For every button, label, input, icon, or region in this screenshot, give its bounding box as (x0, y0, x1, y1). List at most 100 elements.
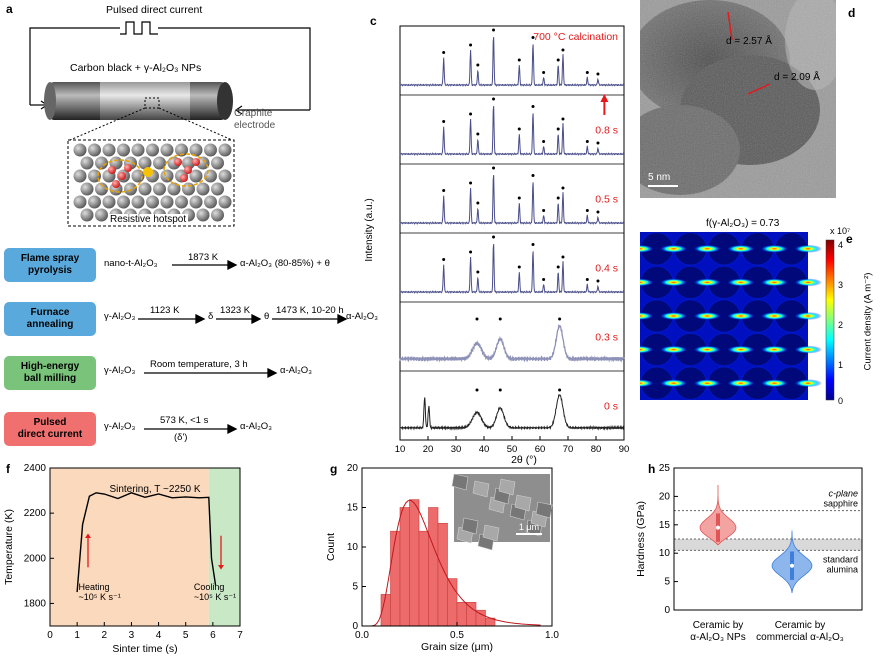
carbon-particle (117, 143, 130, 157)
f-xtick: 2 (102, 630, 108, 641)
histogram-bar (466, 602, 477, 627)
panel-label-e: e (846, 232, 853, 246)
route-flame-spray: Flame spray pyrolysis (4, 248, 96, 282)
carbon-particle (73, 143, 87, 157)
sem-scale-bar: 1 μm (519, 522, 539, 532)
sem-grain (451, 473, 469, 491)
peak-marker (498, 317, 502, 321)
trend-arrow (600, 94, 609, 102)
f-xtick: 4 (156, 630, 162, 641)
peak-marker (492, 28, 496, 32)
carbon-particle (204, 143, 217, 157)
current-hotspot (693, 244, 722, 253)
peak-marker (558, 317, 562, 321)
peak-marker (476, 201, 480, 205)
h-cat-2-line2: commercial α-Al₂O₃ (756, 632, 844, 643)
peak-marker (585, 71, 589, 74)
xrd-trace-label: 0.3 s (595, 332, 618, 344)
xrd-ylabel: Intensity (a.u.) (364, 198, 375, 261)
g-ytick: 20 (347, 463, 359, 474)
carbon-particle (196, 208, 210, 222)
carbon-particle (211, 182, 224, 196)
carbon-particle (124, 182, 137, 196)
peak-marker (492, 235, 496, 239)
current-hotspot (794, 278, 822, 287)
peak-marker (442, 51, 446, 54)
carbon-particle (218, 169, 232, 183)
current-hotspot (760, 379, 789, 388)
xrd-trace (399, 175, 625, 225)
peak-marker (531, 243, 535, 246)
heating-arrow (85, 533, 91, 538)
cb-label: Current density (A m⁻²) (862, 272, 874, 371)
histogram-bar (399, 507, 410, 627)
r4-end: α-Al₂O₃ (240, 421, 273, 432)
carbon-particle (182, 156, 195, 170)
r4-cond2: (δ') (174, 432, 188, 443)
route-4-name-2: direct current (17, 429, 83, 440)
route-1-name-2: pyrolysis (28, 265, 72, 276)
current-hotspot (726, 312, 755, 320)
r1-start: nano-t-Al₂O₃ (104, 258, 158, 269)
peak-marker (531, 174, 535, 177)
peak-marker (442, 189, 446, 192)
grain-size-chart: 0.0 0.5 1.0 0 5 10 15 20 Grain size (μm) Count 1 μ… (325, 463, 559, 653)
carbon-particle (102, 195, 116, 209)
h-ytick: 5 (664, 577, 670, 588)
carbon-particle (117, 195, 130, 209)
carbon-particle (175, 143, 188, 157)
peak-marker (531, 105, 535, 108)
carbon-particle (102, 143, 116, 157)
peak-marker (498, 388, 502, 392)
f-xtick: 1 (74, 630, 80, 641)
sapphire-label-2: sapphire (823, 499, 858, 509)
xrd-trace (399, 324, 625, 363)
xrd-trace (399, 394, 625, 431)
current-hotspot (794, 244, 822, 253)
h-cat-1-line1: Ceramic by (693, 620, 744, 631)
peak-marker (556, 127, 560, 131)
peak-marker (517, 265, 521, 269)
peak-marker (492, 97, 496, 101)
sem-grain (514, 494, 532, 512)
peak-marker (561, 48, 565, 52)
f-ytick: 2000 (24, 553, 47, 564)
xrd-xtick: 10 (395, 444, 406, 455)
peak-marker (585, 278, 589, 281)
r3-end: α-Al₂O₃ (280, 365, 313, 376)
f-title: Sintering, T ~2250 K (109, 484, 200, 495)
xrd-trace-label: 0.5 s (595, 194, 618, 206)
carbon-particle (160, 169, 174, 183)
carbon-particle (146, 143, 159, 157)
xrd-xtick: 60 (535, 444, 546, 455)
violin-median (790, 563, 794, 568)
current-hotspot (659, 244, 688, 253)
carbon-particle (88, 195, 101, 209)
alumina-label-2: alumina (826, 564, 858, 574)
current-hotspot (640, 379, 654, 388)
histogram-bar (456, 602, 467, 627)
current-hotspot (760, 345, 789, 354)
carbon-particle (175, 195, 188, 209)
temperature-line (76, 492, 217, 593)
alumina-particle (108, 166, 116, 174)
e-title: f(γ-Al₂O₃) = 0.73 (706, 218, 780, 229)
current-hotspot (760, 312, 789, 320)
h-ytick: 20 (659, 491, 671, 502)
peak-marker (476, 132, 480, 136)
carbon-particle (95, 156, 108, 170)
sem-grain (498, 478, 516, 496)
feed-label: Carbon black + γ-Al₂O₃ NPs (70, 62, 202, 74)
cb-tick-4: 4 (838, 240, 844, 250)
panel-label-c: c (370, 14, 377, 28)
peak-marker (492, 166, 496, 170)
current-hotspot (726, 379, 755, 388)
peak-marker (517, 58, 521, 62)
carbon-particle (80, 208, 94, 222)
f-xlabel: Sinter time (s) (112, 643, 177, 655)
h-ytick: 0 (664, 605, 670, 616)
current-hotspot (794, 345, 822, 354)
peak-marker (517, 196, 521, 200)
xrd-trace (399, 37, 625, 87)
current-hotspot (659, 345, 688, 354)
